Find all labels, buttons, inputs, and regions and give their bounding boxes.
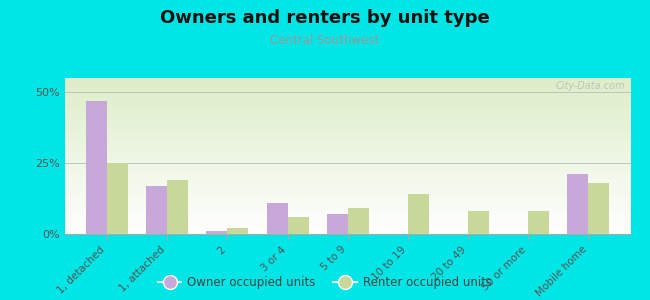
Bar bbox=[567, 174, 588, 234]
Bar bbox=[146, 186, 167, 234]
Bar bbox=[266, 203, 287, 234]
Bar bbox=[327, 214, 348, 234]
Bar bbox=[167, 180, 188, 234]
Bar bbox=[588, 183, 610, 234]
Bar bbox=[86, 101, 107, 234]
Bar bbox=[468, 211, 489, 234]
Text: Central Southwest: Central Southwest bbox=[270, 34, 380, 47]
Bar bbox=[207, 231, 228, 234]
Bar bbox=[107, 163, 128, 234]
Text: City-Data.com: City-Data.com bbox=[555, 81, 625, 91]
Bar bbox=[287, 217, 309, 234]
Bar bbox=[227, 228, 248, 234]
Bar bbox=[528, 211, 549, 234]
Bar bbox=[408, 194, 429, 234]
Bar bbox=[348, 208, 369, 234]
Legend: Owner occupied units, Renter occupied units: Owner occupied units, Renter occupied un… bbox=[153, 272, 497, 294]
Text: Owners and renters by unit type: Owners and renters by unit type bbox=[160, 9, 490, 27]
